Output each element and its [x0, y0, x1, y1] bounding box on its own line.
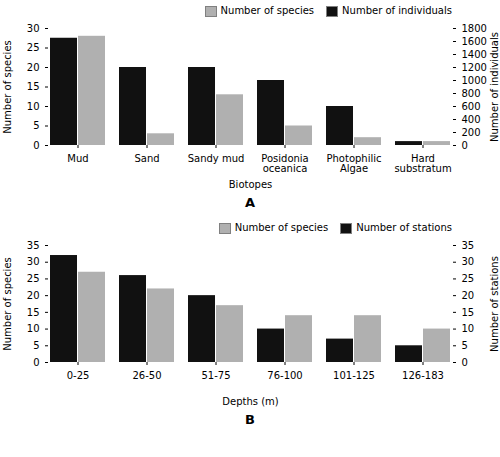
svg-text:200: 200: [462, 127, 481, 138]
html-text:B: B: [245, 412, 255, 427]
svg-text:1400: 1400: [462, 49, 487, 60]
svg-text:26-50: 26-50: [132, 370, 161, 381]
svg-text:600: 600: [462, 101, 481, 112]
svg-text:25: 25: [27, 42, 40, 53]
svg-text:35: 35: [462, 240, 475, 251]
svg-text:10: 10: [462, 323, 475, 334]
svg-text:Sandy mud: Sandy mud: [188, 153, 245, 164]
html-text:Number of stations: Number of stations: [356, 222, 452, 234]
svg-text:Mud: Mud: [67, 153, 88, 164]
svg-text:1600: 1600: [462, 36, 487, 47]
svg-text:0: 0: [33, 357, 39, 368]
svg-text:1200: 1200: [462, 62, 487, 73]
svg-text:25: 25: [27, 273, 40, 284]
html-text:Number of species: Number of species: [220, 5, 315, 17]
svg-text:Sand: Sand: [134, 153, 159, 164]
svg-text:30: 30: [462, 256, 475, 267]
svg-text:76-100: 76-100: [267, 370, 302, 381]
svg-text:20: 20: [27, 62, 40, 73]
svg-text:20: 20: [27, 290, 40, 301]
svg-text:15: 15: [462, 307, 475, 318]
svg-text:PhotophilicAlgae: PhotophilicAlgae: [326, 153, 381, 174]
html-text:Number of species: Number of species: [234, 222, 329, 234]
svg-text:Biotopes: Biotopes: [229, 179, 273, 190]
svg-text:15: 15: [27, 81, 40, 92]
svg-text:51-75: 51-75: [201, 370, 230, 381]
svg-text:1800: 1800: [462, 23, 487, 34]
svg-text:0: 0: [33, 140, 39, 151]
html-text:A: A: [245, 195, 255, 210]
svg-text:Depths (m): Depths (m): [222, 396, 278, 407]
svg-text:Number of species: Number of species: [2, 40, 13, 134]
svg-text:20: 20: [462, 290, 475, 301]
svg-text:0: 0: [462, 357, 468, 368]
svg-text:0: 0: [462, 140, 468, 151]
svg-text:Number of individuals: Number of individuals: [489, 32, 500, 142]
svg-text:25: 25: [462, 273, 475, 284]
svg-text:30: 30: [27, 256, 40, 267]
svg-text:400: 400: [462, 114, 481, 125]
svg-text:5: 5: [33, 340, 39, 351]
svg-text:10: 10: [27, 323, 40, 334]
svg-text:Number of stations: Number of stations: [489, 256, 500, 352]
svg-text:126-183: 126-183: [402, 370, 444, 381]
svg-text:0-25: 0-25: [67, 370, 90, 381]
svg-text:Hardsubstratum: Hardsubstratum: [394, 153, 451, 174]
html-text:Number of individuals: Number of individuals: [342, 5, 452, 17]
svg-text:30: 30: [27, 23, 40, 34]
svg-text:15: 15: [27, 307, 40, 318]
svg-text:Posidoniaoceanica: Posidoniaoceanica: [261, 153, 309, 174]
svg-text:10: 10: [27, 101, 40, 112]
svg-text:5: 5: [462, 340, 468, 351]
svg-text:35: 35: [27, 240, 40, 251]
svg-text:101-125: 101-125: [333, 370, 375, 381]
svg-text:1000: 1000: [462, 75, 487, 86]
svg-text:800: 800: [462, 88, 481, 99]
svg-text:5: 5: [33, 120, 39, 131]
svg-text:Number of species: Number of species: [2, 257, 13, 351]
